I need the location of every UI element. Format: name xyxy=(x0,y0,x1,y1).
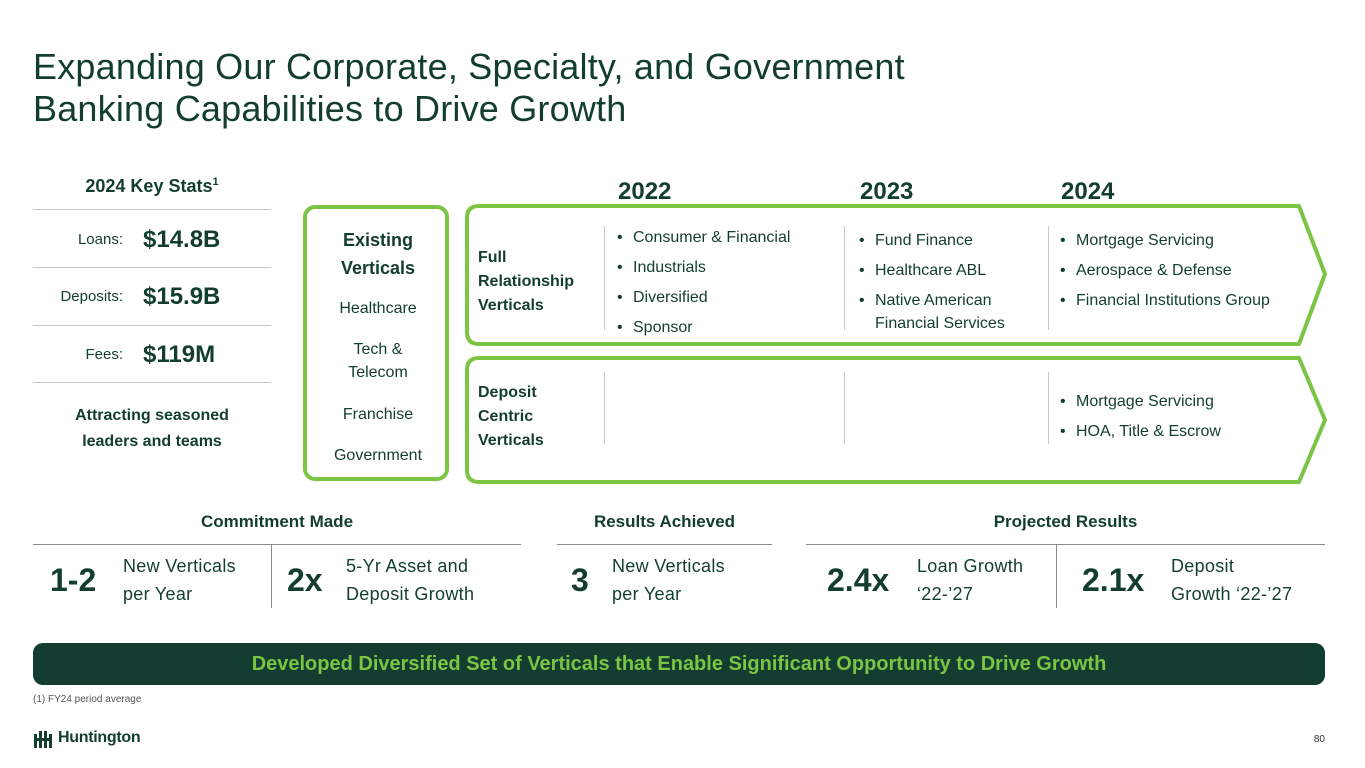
huntington-logo-text: Huntington xyxy=(58,729,141,746)
projected-loan-growth-desc-line-1: Loan Growth xyxy=(917,556,1024,576)
loans-label: Loans: xyxy=(77,231,123,248)
divider xyxy=(1048,226,1049,330)
divider xyxy=(604,372,605,444)
list-item: Native American Financial Services xyxy=(859,289,1039,335)
existing-verticals-title-line-2: Verticals xyxy=(340,258,416,278)
divider xyxy=(271,545,272,608)
full-relationship-label-line-1: Full xyxy=(478,249,507,266)
commitment-made-heading: Commitment Made xyxy=(200,512,354,531)
existing-vertical-healthcare: Healthcare xyxy=(339,300,417,317)
list-item: Mortgage Servicing xyxy=(1060,390,1275,413)
deposit-centric-arrow xyxy=(465,356,1327,484)
commitment-growth-desc-line-1: 5-Yr Asset and xyxy=(346,556,469,576)
commitment-growth-desc-line-2: Deposit Growth xyxy=(346,584,475,604)
list-item: HOA, Title & Escrow xyxy=(1060,420,1275,443)
list-item: Sponsor xyxy=(617,316,837,339)
divider xyxy=(844,372,845,444)
deposit-centric-label-line-1: Deposit xyxy=(478,384,537,401)
deposit-centric-label-line-3: Verticals xyxy=(478,432,544,449)
page-title: Expanding Our Corporate, Specialty, and … xyxy=(33,46,1033,130)
existing-verticals-title: Existing Verticals xyxy=(303,226,453,282)
list-item: Fund Finance xyxy=(859,229,1039,252)
commitment-verticals-desc-line-2: per Year xyxy=(123,584,193,604)
list-item: Diversified xyxy=(617,286,837,309)
divider xyxy=(33,209,271,210)
year-2024: 2024 xyxy=(1061,178,1115,205)
commitment-growth-desc: 5-Yr Asset and Deposit Growth xyxy=(346,552,474,608)
divider xyxy=(844,226,845,330)
verticals-arrows xyxy=(465,204,1327,484)
divider xyxy=(806,544,1325,545)
results-achieved-heading: Results Achieved xyxy=(593,512,736,531)
achieved-verticals-desc: New Verticals per Year xyxy=(612,552,725,608)
commitment-verticals-value: 1-2 xyxy=(50,562,97,598)
existing-vertical-tech-line-2: Telecom xyxy=(348,364,408,381)
list-item: Healthcare ABL xyxy=(859,259,1039,282)
list-item: Industrials xyxy=(617,256,837,279)
key-stats-note-line-1: Attracting seasoned xyxy=(75,407,229,424)
fees-label: Fees: xyxy=(85,346,123,363)
achieved-verticals-value: 3 xyxy=(571,562,589,598)
projected-loan-growth-desc-line-2: ‘22-’27 xyxy=(917,584,974,604)
page-title-line-2: Banking Capabilities to Drive Growth xyxy=(33,88,627,129)
achieved-verticals-desc-line-2: per Year xyxy=(612,584,682,604)
divider xyxy=(33,544,521,545)
existing-vertical-government: Government xyxy=(333,447,423,464)
key-stats-note: Attracting seasoned leaders and teams xyxy=(33,403,271,455)
full-relationship-2022-list: Consumer & Financial Industrials Diversi… xyxy=(617,226,837,346)
divider xyxy=(604,226,605,330)
projected-deposit-growth-desc: Deposit Growth ‘22-’27 xyxy=(1171,552,1292,608)
projected-deposit-growth-value: 2.1x xyxy=(1082,562,1145,598)
page-number: 80 xyxy=(1313,734,1325,745)
existing-vertical-franchise: Franchise xyxy=(342,406,414,423)
deposit-centric-label-line-2: Centric xyxy=(478,408,534,425)
full-relationship-label-line-2: Relationship xyxy=(478,273,575,290)
full-relationship-2023-list: Fund Finance Healthcare ABL Native Ameri… xyxy=(859,229,1039,342)
projected-deposit-growth-desc-line-1: Deposit xyxy=(1171,556,1235,576)
year-2022: 2022 xyxy=(618,178,672,205)
deposits-value: $15.9B xyxy=(143,283,221,310)
footnote: (1) FY24 period average xyxy=(33,694,142,705)
list-item: Mortgage Servicing xyxy=(1060,229,1275,252)
list-item: Consumer & Financial xyxy=(617,226,837,249)
divider xyxy=(33,382,271,383)
full-relationship-arrow xyxy=(465,204,1327,346)
fees-value: $119M xyxy=(143,341,216,368)
existing-vertical-tech-line-1: Tech & xyxy=(353,341,403,358)
divider xyxy=(33,267,271,268)
achieved-verticals-desc-line-1: New Verticals xyxy=(612,556,725,576)
summary-banner: Developed Diversified Set of Verticals t… xyxy=(33,643,1325,685)
key-stats-heading-text: 2024 Key Stats xyxy=(85,176,213,196)
huntington-logo-icon xyxy=(34,731,52,748)
existing-verticals-box xyxy=(303,205,449,481)
key-stats-note-line-2: leaders and teams xyxy=(82,433,222,450)
page-title-line-1: Expanding Our Corporate, Specialty, and … xyxy=(33,46,905,87)
list-item: Financial Institutions Group xyxy=(1060,289,1275,312)
year-2023: 2023 xyxy=(860,178,914,205)
divider xyxy=(1048,372,1049,444)
deposit-centric-label: Deposit Centric Verticals xyxy=(478,381,544,453)
commitment-verticals-desc: New Verticals per Year xyxy=(123,552,236,608)
key-stats-footnote-marker: 1 xyxy=(212,176,219,188)
full-relationship-label-line-3: Verticals xyxy=(478,297,544,314)
full-relationship-2024-list: Mortgage Servicing Aerospace & Defense F… xyxy=(1060,229,1275,319)
loans-value: $14.8B xyxy=(143,226,221,253)
deposits-label: Deposits: xyxy=(60,288,123,305)
full-relationship-label: Full Relationship Verticals xyxy=(478,246,574,318)
key-stats-heading: 2024 Key Stats1 xyxy=(33,176,271,197)
projected-results-heading: Projected Results xyxy=(993,512,1138,531)
divider xyxy=(33,325,271,326)
list-item: Aerospace & Defense xyxy=(1060,259,1275,282)
projected-loan-growth-desc: Loan Growth ‘22-’27 xyxy=(917,552,1023,608)
commitment-verticals-desc-line-1: New Verticals xyxy=(123,556,236,576)
deposit-centric-2024-list: Mortgage Servicing HOA, Title & Escrow xyxy=(1060,390,1275,450)
projected-loan-growth-value: 2.4x xyxy=(827,562,890,598)
existing-verticals-title-line-1: Existing xyxy=(342,230,413,250)
divider xyxy=(1056,545,1057,608)
commitment-growth-value: 2x xyxy=(287,562,323,598)
projected-deposit-growth-desc-line-2: Growth ‘22-’27 xyxy=(1171,584,1293,604)
divider xyxy=(557,544,772,545)
